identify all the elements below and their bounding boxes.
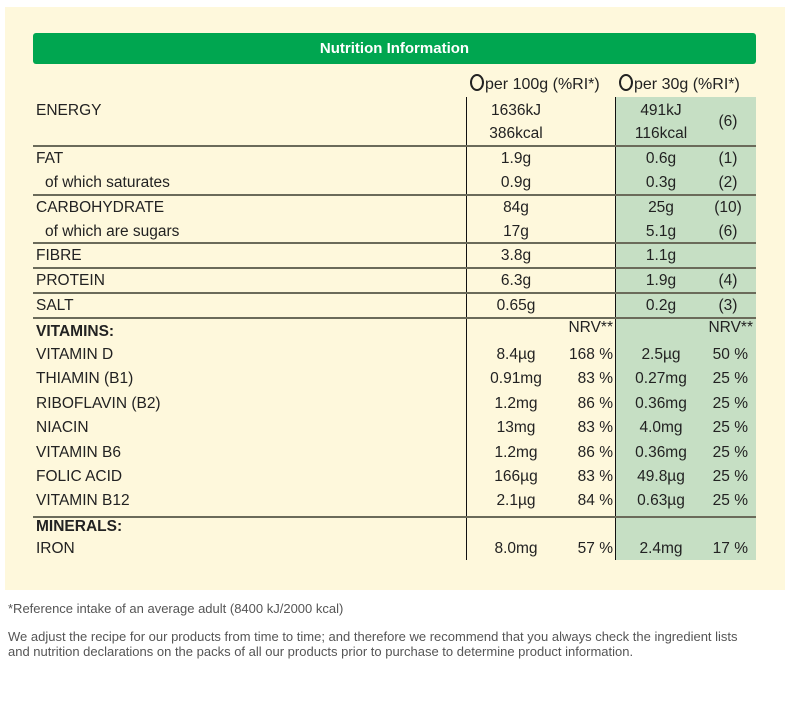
vitamin-label: RIBOFLAVIN (B2): [36, 394, 161, 412]
nutrient-per30: 5.1g: [645, 223, 677, 240]
vitamin-label: THIAMIN (B1): [36, 370, 134, 388]
vitamin-per100: 2.1µg: [496, 492, 536, 510]
energy-per30-kj: 491kJ: [640, 102, 682, 119]
nutrient-label: of which saturates: [45, 174, 170, 191]
vitamin-per30: 49.8µg: [637, 468, 685, 485]
vitamin-label: VITAMIN B6: [36, 443, 121, 461]
vitamin-label: NIACIN: [36, 419, 89, 437]
vitamin-per100: 0.91mg: [490, 370, 542, 388]
nutrient-label: PROTEIN: [36, 272, 105, 289]
energy-per30-kcal: 116kcal: [634, 125, 688, 142]
vitamin-nrv100: 83 %: [577, 468, 613, 485]
nutrient-per100: 3.8g: [500, 247, 532, 264]
nutrient-label: FAT: [36, 150, 64, 167]
row-divider: [33, 242, 756, 244]
vitamin-nrv100: 168 %: [569, 346, 613, 363]
nutrient-per100: 0.9g: [500, 174, 532, 191]
vitamin-nrv30: 50 %: [712, 346, 748, 363]
nutrient-per30: 25g: [648, 199, 674, 216]
nutrient-ri: (6): [718, 223, 738, 240]
nutrition-title: Nutrition Information: [33, 33, 756, 64]
circle-icon: [619, 74, 633, 91]
energy-per100-kcal: 386kcal: [489, 125, 543, 142]
vitamin-nrv30: 25 %: [712, 370, 748, 388]
nutrient-ri: (4): [718, 272, 738, 289]
nutrient-per30: 0.6g: [645, 150, 677, 167]
row-divider: [33, 317, 756, 319]
vitamin-per100: 8.4µg: [496, 346, 536, 363]
minerals-heading: MINERALS:: [36, 518, 123, 535]
nutrient-per100: 17g: [503, 223, 529, 240]
vitamin-per30: 4.0mg: [639, 419, 683, 437]
nutrient-ri: (3): [718, 297, 738, 314]
column-divider: [615, 97, 616, 560]
disclaimer: We adjust the recipe for our products fr…: [8, 629, 738, 659]
vitamin-nrv100: 86 %: [577, 443, 613, 461]
nrv-header-30g: NRV**: [708, 319, 753, 336]
row-divider: [33, 267, 756, 269]
nutrient-per100: 1.9g: [500, 150, 532, 167]
vitamin-per30: 2.5µg: [641, 346, 681, 363]
vitamin-per30: 0.36mg: [635, 394, 687, 412]
vitamin-label: VITAMIN B12: [36, 492, 130, 510]
vitamin-label: FOLIC ACID: [36, 468, 123, 485]
mineral-nrv100: 57 %: [577, 540, 613, 557]
nutrient-per30: 0.3g: [645, 174, 677, 191]
row-divider: [33, 292, 756, 294]
vitamins-heading: VITAMINS:: [36, 323, 115, 340]
mineral-nrv30: 17 %: [712, 540, 748, 557]
nutrient-per100: 84g: [503, 199, 529, 216]
vitamin-nrv30: 25 %: [712, 468, 748, 485]
ri-footnote: *Reference intake of an average adult (8…: [8, 601, 344, 616]
nutrient-label: CARBOHYDRATE: [36, 199, 165, 216]
nutrient-ri: (10): [714, 199, 742, 216]
nutrient-per100: 6.3g: [500, 272, 532, 289]
row-divider: [33, 194, 756, 196]
vitamin-nrv30: 25 %: [712, 394, 748, 412]
vitamin-nrv100: 86 %: [577, 394, 613, 412]
mineral-label: IRON: [36, 540, 75, 557]
mineral-per30: 2.4mg: [639, 540, 683, 557]
nutrient-label: of which are sugars: [45, 223, 180, 240]
vitamin-nrv100: 83 %: [577, 419, 613, 437]
serving-column-background: [615, 97, 756, 560]
circle-icon: [470, 74, 484, 91]
nutrient-label: SALT: [36, 297, 74, 314]
column-divider: [466, 97, 467, 560]
energy-ri: (6): [718, 113, 738, 130]
vitamin-per100: 13mg: [496, 419, 536, 437]
vitamin-nrv100: 84 %: [577, 492, 613, 510]
vitamin-per30: 0.36mg: [635, 443, 687, 461]
nutrient-label: FIBRE: [36, 247, 82, 264]
vitamin-nrv30: 25 %: [712, 492, 748, 510]
nutrient-ri: (1): [718, 150, 738, 167]
nutrient-per30: 1.9g: [645, 272, 677, 289]
vitamin-per30: 0.63µg: [637, 492, 685, 510]
nutrient-ri: (2): [718, 174, 738, 191]
vitamin-label: VITAMIN D: [36, 346, 114, 363]
vitamin-per100: 1.2mg: [494, 443, 538, 461]
per-30g-header: per 30g (%RI*): [619, 73, 740, 97]
vitamin-per100: 1.2mg: [494, 394, 538, 412]
row-divider: [33, 516, 756, 518]
vitamin-per30: 0.27mg: [635, 370, 687, 388]
nrv-header-100g: NRV**: [568, 319, 613, 336]
nutrient-per100: 0.65g: [496, 297, 536, 314]
per-100g-header: per 100g (%RI*): [470, 73, 600, 97]
energy-per100-kj: 1636kJ: [491, 102, 541, 119]
vitamin-per100: 166µg: [494, 468, 538, 485]
mineral-per100: 8.0mg: [494, 540, 538, 557]
vitamin-nrv100: 83 %: [577, 370, 613, 388]
vitamin-nrv30: 25 %: [712, 419, 748, 437]
row-divider: [33, 145, 756, 147]
energy-label: ENERGY: [36, 102, 102, 119]
nutrient-per30: 1.1g: [645, 247, 677, 264]
nutrient-per30: 0.2g: [645, 297, 677, 314]
vitamin-nrv30: 25 %: [712, 443, 748, 461]
